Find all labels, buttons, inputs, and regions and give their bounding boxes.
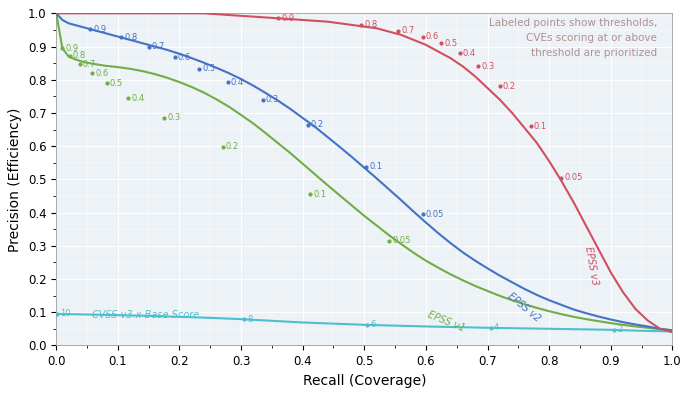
Text: 0.6: 0.6 (426, 32, 439, 41)
Text: 0.3: 0.3 (482, 62, 495, 71)
Text: 0.9: 0.9 (281, 14, 294, 23)
Text: 0.1: 0.1 (369, 162, 382, 171)
Text: 0.1: 0.1 (534, 122, 547, 131)
Text: 0.05: 0.05 (426, 210, 444, 219)
Text: 0.2: 0.2 (310, 120, 324, 129)
Text: 0.3: 0.3 (167, 113, 180, 122)
Y-axis label: Precision (Efficiency): Precision (Efficiency) (8, 107, 22, 251)
Text: EPSS v1: EPSS v1 (426, 310, 466, 333)
Text: 0.05: 0.05 (392, 236, 411, 245)
Text: 10: 10 (61, 309, 71, 318)
Text: 4: 4 (493, 323, 499, 332)
Text: 0.8: 0.8 (73, 51, 86, 60)
Text: 0.2: 0.2 (226, 142, 239, 151)
Text: 0.2: 0.2 (503, 82, 516, 91)
Text: Labeled points show thresholds,
CVEs scoring at or above
threshold are prioritiz: Labeled points show thresholds, CVEs sco… (489, 18, 657, 58)
Text: 6: 6 (371, 320, 376, 329)
Text: 0.4: 0.4 (131, 93, 144, 103)
Text: 0.6: 0.6 (95, 69, 108, 78)
Text: 0.6: 0.6 (177, 53, 191, 62)
Text: 0.8: 0.8 (364, 21, 377, 29)
Text: CVSS v3.x Base Score: CVSS v3.x Base Score (92, 310, 199, 320)
Text: 0.7: 0.7 (402, 26, 415, 35)
X-axis label: Recall (Coverage): Recall (Coverage) (302, 374, 426, 388)
Text: EPSS v3: EPSS v3 (583, 246, 600, 286)
Text: 0.7: 0.7 (83, 60, 96, 69)
Text: 0.4: 0.4 (230, 78, 244, 87)
Text: 2: 2 (617, 325, 622, 334)
Text: EPSS v2: EPSS v2 (506, 291, 542, 324)
Text: 0.4: 0.4 (463, 49, 476, 58)
Text: 0.9: 0.9 (93, 25, 106, 34)
Text: 8: 8 (247, 315, 253, 324)
Text: 0.5: 0.5 (202, 64, 215, 73)
Text: 0.05: 0.05 (564, 173, 583, 182)
Text: 0.1: 0.1 (313, 190, 326, 199)
Text: 0.9: 0.9 (66, 44, 79, 53)
Text: 0.5: 0.5 (444, 39, 457, 48)
Text: 0.7: 0.7 (152, 42, 165, 51)
Text: 0.8: 0.8 (124, 33, 137, 42)
Text: 0.5: 0.5 (110, 79, 123, 88)
Text: 0.3: 0.3 (266, 95, 279, 104)
